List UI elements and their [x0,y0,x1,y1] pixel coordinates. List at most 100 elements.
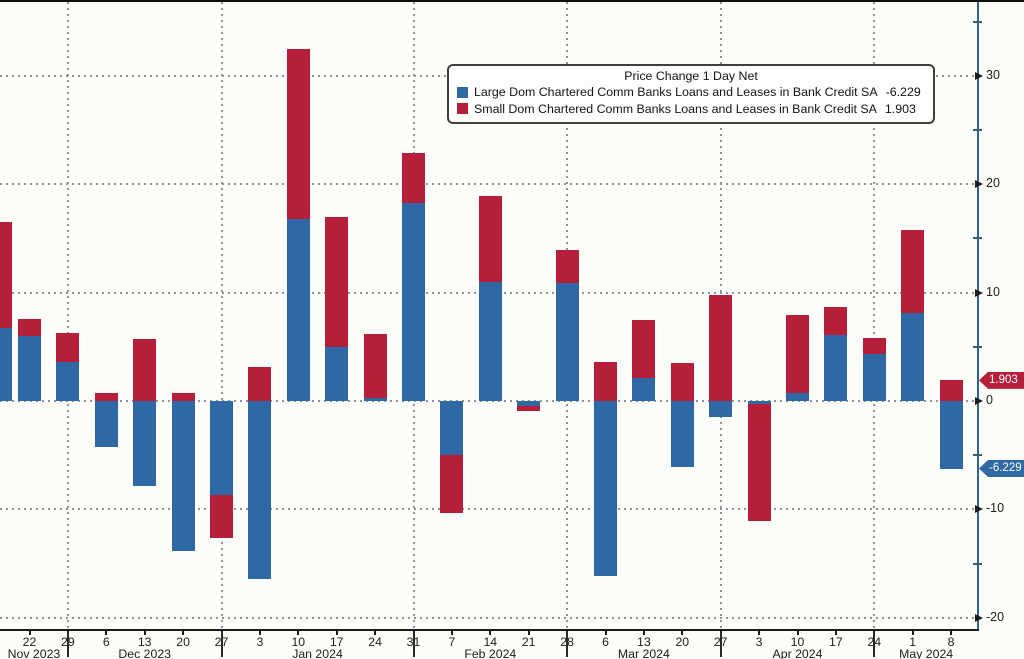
x-week-label: 21 [521,635,536,649]
bar-segment-large [555,282,579,401]
y-tick-label: 10 [986,284,1000,299]
x-month-label: Mar 2024 [617,647,670,659]
bar-segment-large [747,401,771,405]
legend-swatch-blue-icon [457,86,468,98]
bar-segment-small [325,216,349,347]
y-tick-arrow-icon [975,288,983,297]
bar-segment-large [901,313,925,401]
bar-segment-large [709,401,733,418]
bar-segment-small [56,332,80,362]
y-minor-tick [973,345,982,348]
y-minor-tick [973,129,982,131]
bar-segment-small [786,315,809,394]
x-month-label: May 2024 [899,647,954,659]
last-value-badge: 1.903 [979,371,1024,389]
x-week-tick [527,631,530,635]
h-gridline [0,183,978,186]
x-week-tick [182,631,185,635]
bar-segment-large [402,202,425,401]
bar-segment-small [210,495,233,538]
y-tick-label: 30 [986,67,1000,82]
bar-segment-small [94,393,118,401]
x-month-separator [66,632,69,657]
x-week-tick [834,631,837,635]
x-week-label: 3 [256,635,264,649]
x-week-tick [604,631,607,635]
legend-title: Price Change 1 Day Net [624,69,758,83]
x-month-label: Nov 2023 [7,647,61,659]
legend-entry-value: -6.229 [885,85,921,99]
x-week-tick [642,631,645,635]
x-week-label: 8 [947,635,955,649]
bar-segment-large [133,401,157,486]
bar-segment-large [325,346,349,401]
bar-segment-small [440,455,464,513]
legend-entry-small: Small Dom Chartered Comm Banks Loans and… [449,101,933,118]
x-week-label: 14 [483,635,498,649]
bar-segment-large [632,378,656,401]
x-week-label: 10 [291,635,306,649]
bar-segment-small [901,229,925,314]
v-gridline [220,2,223,629]
bar-segment-large [517,401,541,407]
v-gridline [66,2,69,629]
x-week-tick [297,631,300,635]
legend-entry-value: 1.903 [884,101,916,116]
x-week-label: 24 [368,635,382,649]
x-month-separator [873,632,876,657]
y-tick-arrow-icon [975,613,983,622]
bar-segment-small [824,306,848,335]
bar-segment-small [709,294,733,401]
bar-segment-large [363,397,387,401]
x-month-label: Apr 2024 [772,647,823,659]
x-month-separator [412,632,415,657]
x-axis-line [0,629,979,631]
bar-segment-large [939,401,963,469]
x-month-label: Feb 2024 [464,647,517,659]
bar-segment-large [862,354,886,401]
bar-segment-small [478,196,502,282]
bar-segment-large [248,401,272,579]
bar-segment-small [862,338,886,355]
x-week-label: 17 [329,635,344,649]
y-tick-label: 0 [986,393,993,407]
y-minor-tick [973,20,982,23]
bar-segment-large [0,328,12,401]
x-week-tick [105,631,108,635]
x-week-label: 13 [137,635,152,649]
bar-segment-small [402,152,425,203]
x-week-label: 10 [790,635,805,649]
bar-segment-small [632,319,656,379]
h-gridline [0,616,978,619]
legend-entry-large: Large Dom Chartered Comm Banks Loans and… [449,84,933,101]
x-week-tick [335,631,338,635]
bar-segment-large [824,334,848,401]
bar-segment-small [747,404,771,522]
y-minor-tick [973,562,982,565]
x-week-tick [28,631,31,635]
x-month-separator [566,632,569,657]
x-month-label: Jan 2024 [292,647,343,659]
x-week-label: 17 [829,635,843,649]
bar-segment-large [786,393,809,401]
bar-segment-small [18,318,41,336]
y-tick-arrow-icon [975,180,983,189]
x-week-tick [143,631,146,635]
chart-top-border [0,0,1024,2]
x-week-tick [911,631,914,635]
x-month-label: Dec 2023 [118,647,171,659]
legend-entry-label: Large Dom Chartered Comm Banks Loans and… [474,85,878,99]
bar-segment-small [133,339,157,401]
bar-segment-large [94,401,118,447]
x-week-label: 1 [909,635,917,649]
bar-segment-small [363,333,387,398]
bar-segment-small [517,406,541,411]
x-week-tick [950,631,953,635]
x-month-separator [220,632,223,657]
bar-segment-large [18,335,41,401]
bar-segment-small [0,222,12,329]
x-week-label: 3 [755,635,763,649]
bar-segment-large [171,401,195,551]
bar-segment-small [248,367,272,401]
